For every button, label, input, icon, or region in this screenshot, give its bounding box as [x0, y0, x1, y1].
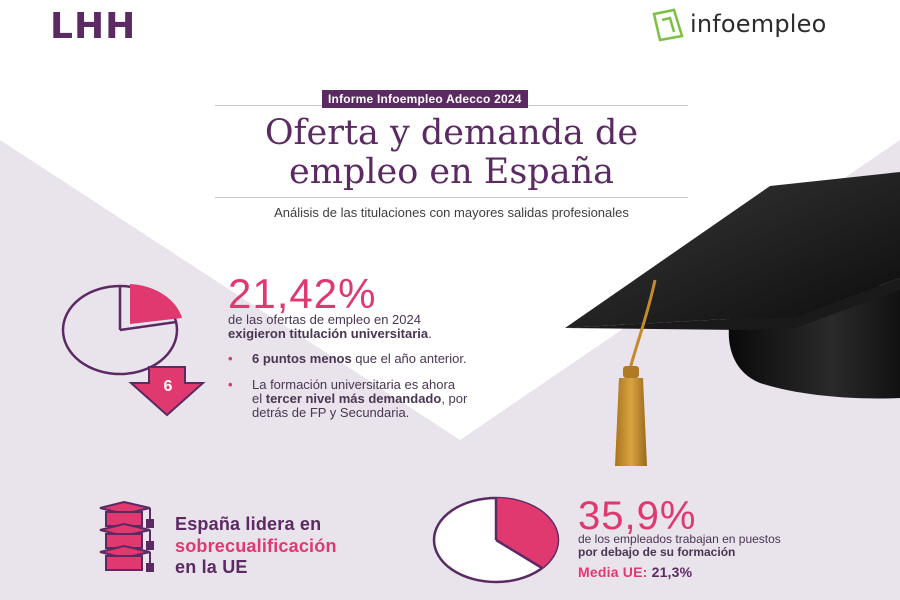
bullet-item: • 6 puntos menos que el año anterior.: [228, 352, 467, 366]
university-stat-line-2: exigieron titulación universitaria.: [228, 326, 432, 341]
bullet-bold: 6 puntos menos: [252, 351, 352, 366]
university-stat-line-2-bold: exigieron titulación universitaria: [228, 326, 429, 341]
university-stat-line-1: de las ofertas de empleo en 2024: [228, 312, 421, 327]
infoempleo-logo: infoempleo: [650, 6, 827, 42]
bullet-text: 6 puntos menos que el año anterior.: [232, 352, 467, 366]
graduation-cap-illustration: [565, 172, 900, 466]
bullet-post: , por: [441, 391, 468, 406]
page-title: Oferta y demanda de empleo en España: [215, 114, 688, 192]
bullet-item: • La formación universitaria es ahora el…: [228, 378, 532, 420]
eu-average-value: 21,3%: [651, 564, 693, 580]
overqualified-stat-value: 35,9%: [578, 494, 697, 538]
down-arrow-icon: [128, 366, 206, 417]
title-rule-bottom: [215, 197, 688, 198]
report-tag: Informe Infoempleo Adecco 2024: [322, 90, 528, 108]
overqualified-stat-line-2: por debajo de su formación: [578, 545, 736, 559]
eu-average: Media UE: 21,3%: [578, 564, 692, 580]
bullet-dot: •: [228, 377, 233, 392]
drop-number: 6: [163, 378, 173, 395]
title-line-1: Oferta y demanda de: [264, 113, 639, 153]
overqualification-line-3: en la UE: [175, 557, 248, 577]
overqualified-pie-slice: [496, 498, 558, 568]
overqualification-line-1: España lidera en: [175, 514, 322, 534]
report-subtitle: Análisis de las titulaciones con mayores…: [274, 205, 629, 220]
books-stack-icon: [99, 500, 154, 572]
overqualified-pie-chart-icon: [432, 496, 560, 584]
lhh-logo: LHH: [50, 6, 137, 47]
university-stat-value: 21,42%: [228, 270, 377, 317]
infoempleo-wordmark: infoempleo: [690, 10, 827, 38]
bullet-line-1: La formación universitaria es ahora: [252, 377, 456, 392]
eu-average-label: Media UE:: [578, 564, 648, 580]
university-pie-slice: [130, 284, 182, 324]
overqualified-stat-line-1: de los empleados trabajan en puestos: [578, 532, 781, 546]
overqualification-line-2: sobrecualificación: [175, 536, 337, 556]
university-stat-line-2-tail: .: [428, 326, 432, 341]
title-line-2: empleo en España: [289, 152, 614, 192]
bullet-bold: tercer nivel más demandado: [265, 391, 442, 406]
bullet-text: La formación universitaria es ahora el t…: [232, 378, 532, 420]
bullet-pre: el: [252, 391, 266, 406]
university-pie-chart-icon: [61, 284, 182, 376]
infoempleo-logo-icon: [652, 8, 684, 42]
bullet-rest: que el año anterior.: [351, 351, 467, 366]
bullet-dot: •: [228, 351, 233, 366]
bullet-line-3: detrás de FP y Secundaria.: [252, 405, 410, 420]
